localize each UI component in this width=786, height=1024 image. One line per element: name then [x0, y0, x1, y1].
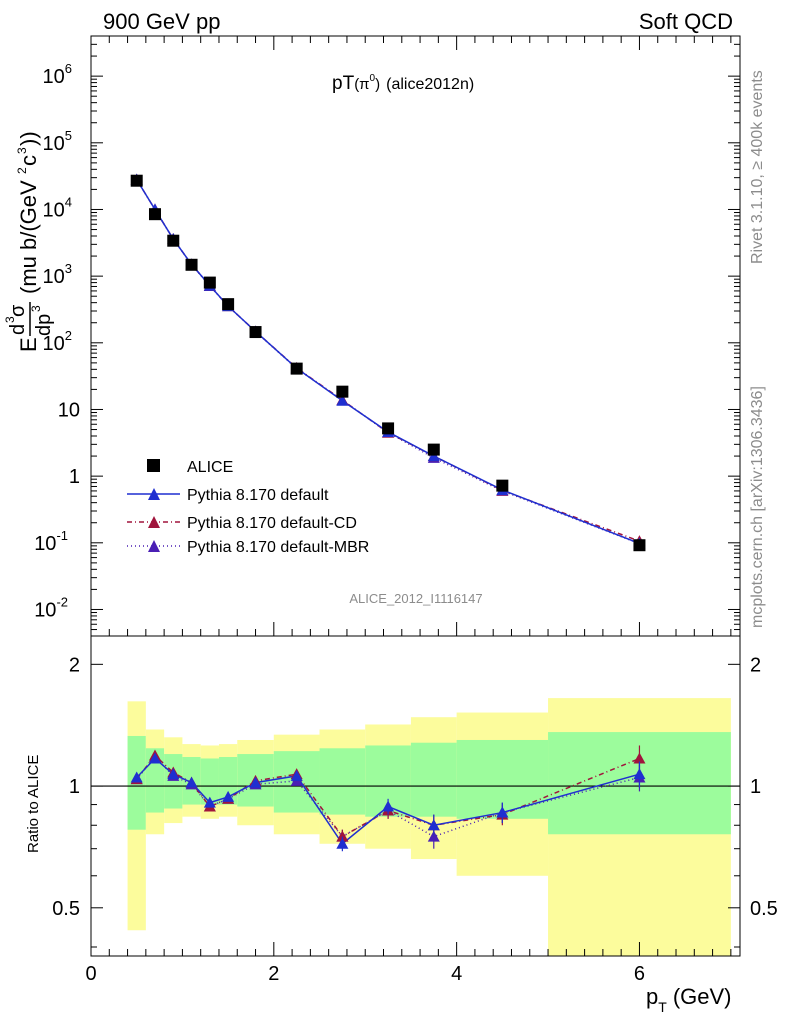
svg-text:(mu b/(GeV: (mu b/(GeV — [16, 180, 41, 294]
main-data-marker — [167, 234, 180, 247]
main-model-marker — [336, 394, 349, 406]
main-data-marker — [496, 479, 509, 492]
band-inner — [319, 748, 366, 815]
band-inner — [164, 754, 183, 809]
legend-label-mbr: Pythia 8.170 default-MBR — [187, 539, 369, 556]
data-points — [130, 173, 646, 852]
band-inner — [145, 748, 165, 813]
svg-text:2: 2 — [15, 167, 29, 174]
ratio-model-marker — [633, 768, 646, 780]
main-ytick-label: 103 — [43, 261, 72, 288]
legend: ALICE Pythia 8.170 default Pythia 8.170 … — [127, 459, 369, 556]
ratio-ytick-label-left: 1 — [69, 776, 80, 798]
ratio-ytick-label-right: 2 — [750, 654, 761, 676]
main-data-marker — [633, 539, 646, 552]
ratio-ytick-label-left: 0.5 — [52, 898, 80, 920]
ratio-ylabel: Ratio to ALICE — [25, 755, 42, 853]
ratio-model-marker — [167, 768, 180, 780]
main-data-marker — [203, 276, 216, 289]
legend-marker-alice — [147, 459, 160, 472]
ratio-xtick-label: 0 — [85, 963, 96, 985]
main-ytick-label: 106 — [43, 61, 72, 88]
main-ytick-label: 10-1 — [34, 528, 68, 555]
svg-text:3: 3 — [3, 316, 17, 323]
legend-marker-cd — [148, 516, 160, 528]
plot-title: pT(π0) (alice2012n) — [332, 73, 474, 94]
main-ylabel: E d 3 σ dp 3 (mu b/(GeV 2 c 3 )) — [3, 131, 55, 352]
mcplots-label: mcplots.cern.ch [arXiv:1306.3436] — [749, 386, 766, 628]
main-data-marker — [382, 422, 395, 435]
main-data-marker — [290, 362, 303, 375]
analysis-watermark: ALICE_2012_I1116147 — [349, 591, 482, 606]
main-data-marker — [185, 258, 198, 271]
band-inner — [218, 756, 238, 805]
legend-label-cd: Pythia 8.170 default-CD — [187, 515, 357, 532]
band-inner — [410, 742, 457, 817]
legend-marker-mbr — [148, 540, 160, 552]
main-ytick-label: 104 — [43, 194, 72, 221]
main-ytick-label: 1 — [69, 466, 80, 488]
ratio-model-marker — [496, 806, 509, 818]
main-data-marker — [336, 385, 349, 398]
ratio-model-marker — [130, 771, 143, 783]
ratio-ytick-label-right: 1 — [750, 776, 761, 798]
legend-label-alice: ALICE — [187, 459, 233, 476]
main-ytick-label: 10 — [58, 399, 80, 421]
ratio-model-marker — [185, 776, 198, 788]
header-left: 900 GeV pp — [103, 9, 220, 34]
ratio-xlabel: pT (GeV) — [646, 984, 732, 1015]
ratio-uncertainty-bands — [127, 698, 731, 956]
band-inner — [200, 758, 219, 805]
svg-text:3: 3 — [15, 147, 29, 154]
legend-marker-default — [148, 488, 160, 500]
main-ytick-label: 10-2 — [34, 594, 68, 621]
header-right: Soft QCD — [639, 9, 733, 34]
ratio-model-marker — [336, 837, 349, 849]
svg-text:E: E — [16, 337, 41, 352]
main-data-marker — [427, 443, 440, 456]
legend-label-default: Pythia 8.170 default — [187, 487, 329, 504]
axis-ticks — [90, 35, 740, 956]
ratio-xtick-label: 2 — [268, 963, 279, 985]
ratio-model-marker — [382, 800, 395, 812]
svg-text:3: 3 — [29, 305, 43, 312]
svg-text:dp: dp — [33, 314, 55, 336]
ratio-model-marker — [222, 790, 235, 802]
svg-text:c: c — [16, 155, 41, 166]
main-ytick-label: 105 — [43, 128, 72, 155]
ratio-xtick-label: 4 — [451, 963, 462, 985]
rivet-label: Rivet 3.1.10, ≥ 400k events — [749, 70, 766, 264]
ratio-model-marker — [249, 776, 262, 788]
ratio-model-marker — [148, 752, 161, 764]
main-data-marker — [148, 208, 161, 221]
ratio-ytick-label-left: 2 — [69, 654, 80, 676]
ratio-model-marker — [336, 830, 349, 842]
main-data-marker — [249, 326, 262, 339]
main-ytick-label: 102 — [43, 328, 72, 355]
ratio-ytick-label-right: 0.5 — [750, 898, 778, 920]
axis-labels: 10-2 10-1 1 10 102 103 104 105 106 0 2 4 6 0.5 0.5 1 1 2 2 — [34, 61, 778, 985]
ratio-model-marker — [633, 752, 646, 764]
plot-frames — [90, 35, 741, 957]
ratio-model-marker — [427, 819, 440, 831]
ratio-frame — [90, 635, 741, 957]
svg-text:d: d — [7, 324, 29, 335]
ratio-xtick-label: 6 — [634, 963, 645, 985]
ratio-model-marker — [290, 769, 303, 781]
svg-text:σ: σ — [7, 304, 29, 317]
svg-text:)): )) — [16, 131, 41, 146]
main-data-marker — [130, 174, 143, 187]
ratio-model-marker — [203, 796, 216, 808]
main-data-marker — [222, 298, 235, 311]
